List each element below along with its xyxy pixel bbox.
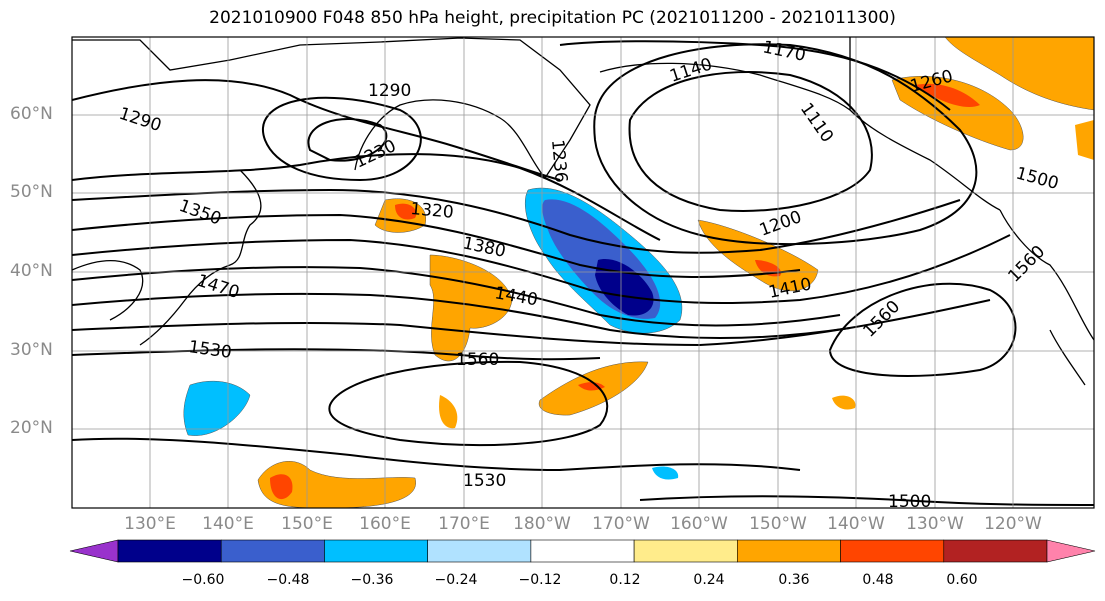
colorbar-cell <box>221 540 324 562</box>
colorbar-cell <box>70 540 118 562</box>
colorbar-tick-label: −0.48 <box>253 572 323 588</box>
colorbar-cell <box>324 540 427 562</box>
colorbar-cell <box>634 540 737 562</box>
colorbar-tick-label: −0.36 <box>337 572 407 588</box>
colorbar-cell <box>118 540 221 562</box>
colorbar-tick-label: 0.36 <box>759 572 829 588</box>
colorbar-cell <box>428 540 531 562</box>
colorbar-cell <box>841 540 944 562</box>
colorbar-cell <box>1047 540 1095 562</box>
colorbar-tick-label: 0.60 <box>927 572 997 588</box>
colorbar-tick-label: −0.24 <box>421 572 491 588</box>
colorbar-tick-label: 0.24 <box>674 572 744 588</box>
colorbar-tick-label: 0.48 <box>843 572 913 588</box>
colorbar-tick-label: 0.12 <box>590 572 660 588</box>
colorbar-cell <box>531 540 634 562</box>
colorbar-tick-label: −0.12 <box>505 572 575 588</box>
colorbar <box>0 0 1105 601</box>
colorbar-cell <box>737 540 840 562</box>
colorbar-tick-label: −0.60 <box>168 572 238 588</box>
colorbar-cell <box>944 540 1047 562</box>
